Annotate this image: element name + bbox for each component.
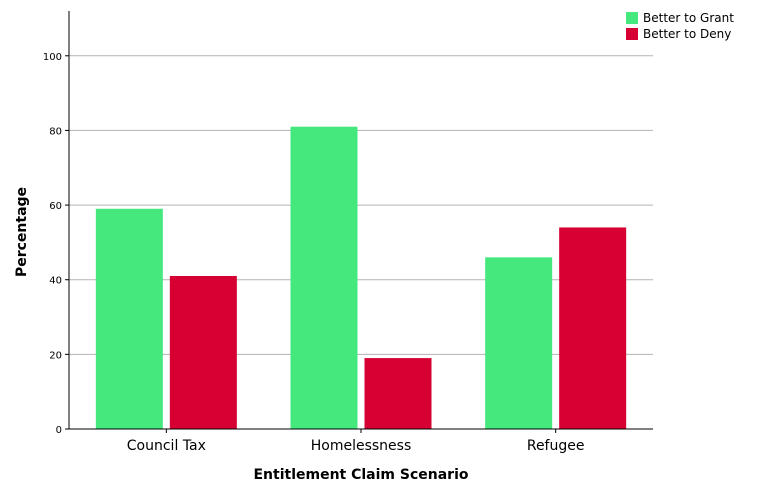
bar-homelessness-grant	[290, 126, 358, 430]
bar-council-tax-deny	[169, 275, 237, 429]
x-tick-label-homelessness: Homelessness	[311, 438, 412, 454]
legend-item-grant: Better to Grant	[626, 10, 734, 26]
y-tick-label-80: 80	[49, 126, 62, 137]
y-tick-label-0: 0	[56, 425, 62, 436]
x-tick-label-council-tax: Council Tax	[127, 438, 206, 454]
x-tick-label-refugee: Refugee	[527, 438, 585, 454]
x-axis-title: Entitlement Claim Scenario	[253, 467, 469, 483]
y-tick-label-100: 100	[43, 52, 62, 63]
y-axis-title: Percentage	[14, 186, 30, 278]
bar-refugee-grant	[485, 257, 553, 429]
legend-swatch-deny	[626, 28, 638, 40]
legend-label-grant: Better to Grant	[643, 11, 734, 25]
bar-council-tax-grant	[95, 208, 163, 429]
bar-homelessness-deny	[364, 358, 432, 429]
legend-swatch-grant	[626, 12, 638, 24]
legend: Better to Grant Better to Deny	[626, 10, 734, 42]
y-tick-label-60: 60	[49, 201, 62, 212]
y-tick-label-40: 40	[49, 276, 62, 287]
legend-label-deny: Better to Deny	[643, 27, 732, 41]
legend-item-deny: Better to Deny	[626, 26, 734, 42]
y-tick-label-20: 20	[49, 350, 62, 361]
bar-refugee-deny	[559, 227, 627, 429]
